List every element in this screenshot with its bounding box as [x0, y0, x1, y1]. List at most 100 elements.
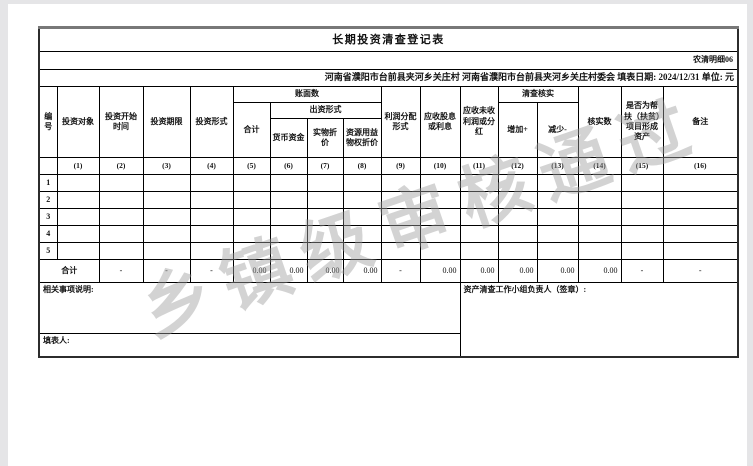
column-number: (15): [620, 157, 664, 175]
data-cell: [380, 242, 421, 260]
col-header-increase: 增加+: [497, 102, 538, 158]
table-row: 4: [38, 225, 739, 243]
row-number: 5: [38, 242, 58, 260]
form-title: 长期投资清查登记表: [38, 27, 739, 52]
data-cell: [56, 242, 100, 260]
data-cell: [662, 225, 739, 243]
data-cell: [419, 191, 461, 209]
data-cell: [142, 242, 191, 260]
col-header-book-total: 合计: [232, 102, 271, 158]
total-value: 0.00: [232, 259, 271, 283]
total-value: -: [189, 259, 234, 283]
data-cell: [232, 225, 271, 243]
data-cell: [497, 208, 538, 226]
col-header-remarks: 备注: [662, 86, 739, 158]
data-cell: [620, 225, 664, 243]
data-cell: [620, 174, 664, 192]
group-header-book-value: 账面数: [232, 86, 382, 103]
total-value: 0.00: [536, 259, 579, 283]
col-header-receivable-unreceived: 应收未收利润或分红: [459, 86, 499, 158]
data-cell: [342, 191, 382, 209]
column-number: (14): [577, 157, 622, 175]
row-number: 3: [38, 208, 58, 226]
column-number-row: (1) (2) (3) (4) (5) (6) (7) (8) (9) (10)…: [38, 157, 739, 175]
table-row: 3: [38, 208, 739, 226]
column-number: (9): [380, 157, 421, 175]
info-row: 河南省濮阳市台前县夹河乡关庄村 河南省濮阳市台前县夹河乡关庄村委会 填表日期: …: [38, 69, 739, 87]
column-number: (16): [662, 157, 739, 175]
data-cell: [419, 242, 461, 260]
data-cell: [269, 191, 308, 209]
leader-signature-cell: 资产清查工作小组负责人（签章）:: [459, 282, 739, 358]
footer-preparer-row: 填表人:: [38, 333, 738, 358]
data-cell: [459, 242, 499, 260]
total-value: 0.00: [269, 259, 308, 283]
data-cell: [662, 174, 739, 192]
data-cell: [142, 174, 191, 192]
data-cell: [419, 174, 461, 192]
col-header-receivable-dividends: 应收股息或利息: [419, 86, 461, 158]
data-cell: [536, 225, 579, 243]
data-cell: [189, 242, 234, 260]
data-cell: [342, 174, 382, 192]
data-cell: [232, 242, 271, 260]
total-value: 0.00: [419, 259, 461, 283]
column-number: (7): [306, 157, 344, 175]
data-cell: [56, 174, 100, 192]
data-cell: [459, 174, 499, 192]
data-cell: [497, 242, 538, 260]
data-cell: [269, 225, 308, 243]
total-value: -: [98, 259, 144, 283]
data-cell: [189, 174, 234, 192]
data-cell: [577, 174, 622, 192]
data-cell: [56, 225, 100, 243]
data-cell: [98, 191, 144, 209]
form-code: 农清明细06: [38, 51, 739, 70]
col-header-resource-rights-discount: 资源用益物权折价: [342, 118, 382, 158]
data-cell: [142, 191, 191, 209]
data-cell: [306, 208, 344, 226]
total-value: 0.00: [306, 259, 344, 283]
data-cell: [189, 208, 234, 226]
data-cell: [56, 208, 100, 226]
col-header-start-time: 投资开始时间: [98, 86, 144, 158]
header-row-1: 编号 投资对象 投资开始时间 投资期限 投资形式 账面数 利润分配形式 应收股息…: [38, 86, 739, 158]
total-value: -: [380, 259, 421, 283]
column-number: (11): [459, 157, 499, 175]
total-value: 0.00: [497, 259, 538, 283]
data-cell: [536, 174, 579, 192]
data-cell: [662, 208, 739, 226]
column-number: (12): [497, 157, 538, 175]
data-cell: [497, 225, 538, 243]
data-cell: [98, 174, 144, 192]
column-number-blank: [38, 157, 58, 175]
data-cell: [306, 191, 344, 209]
data-cell: [232, 208, 271, 226]
data-cell: [306, 242, 344, 260]
data-cell: [380, 174, 421, 192]
notes-cell: 相关事项说明:: [38, 282, 461, 334]
data-cell: [536, 191, 579, 209]
col-header-investment-target: 投资对象: [56, 86, 100, 158]
data-cell: [269, 174, 308, 192]
column-number: (10): [419, 157, 461, 175]
table-row: 2: [38, 191, 739, 209]
total-row: 合计 - - - 0.00 0.00 0.00 0.00 - 0.00 0.00…: [38, 259, 739, 283]
table-row: 1: [38, 174, 739, 192]
data-cell: [419, 208, 461, 226]
total-value: 0.00: [342, 259, 382, 283]
total-value: 0.00: [577, 259, 622, 283]
column-number: (4): [189, 157, 234, 175]
data-cell: [497, 174, 538, 192]
data-cell: [380, 191, 421, 209]
data-cell: [536, 242, 579, 260]
preparer-cell: 填表人:: [38, 333, 461, 358]
data-cell: [306, 225, 344, 243]
table-row: 5: [38, 242, 739, 260]
column-number: (3): [142, 157, 191, 175]
group-header-verification: 清查核实: [497, 86, 579, 103]
data-cell: [577, 225, 622, 243]
data-cell: [232, 191, 271, 209]
form-code-row: 农清明细06: [38, 51, 739, 70]
